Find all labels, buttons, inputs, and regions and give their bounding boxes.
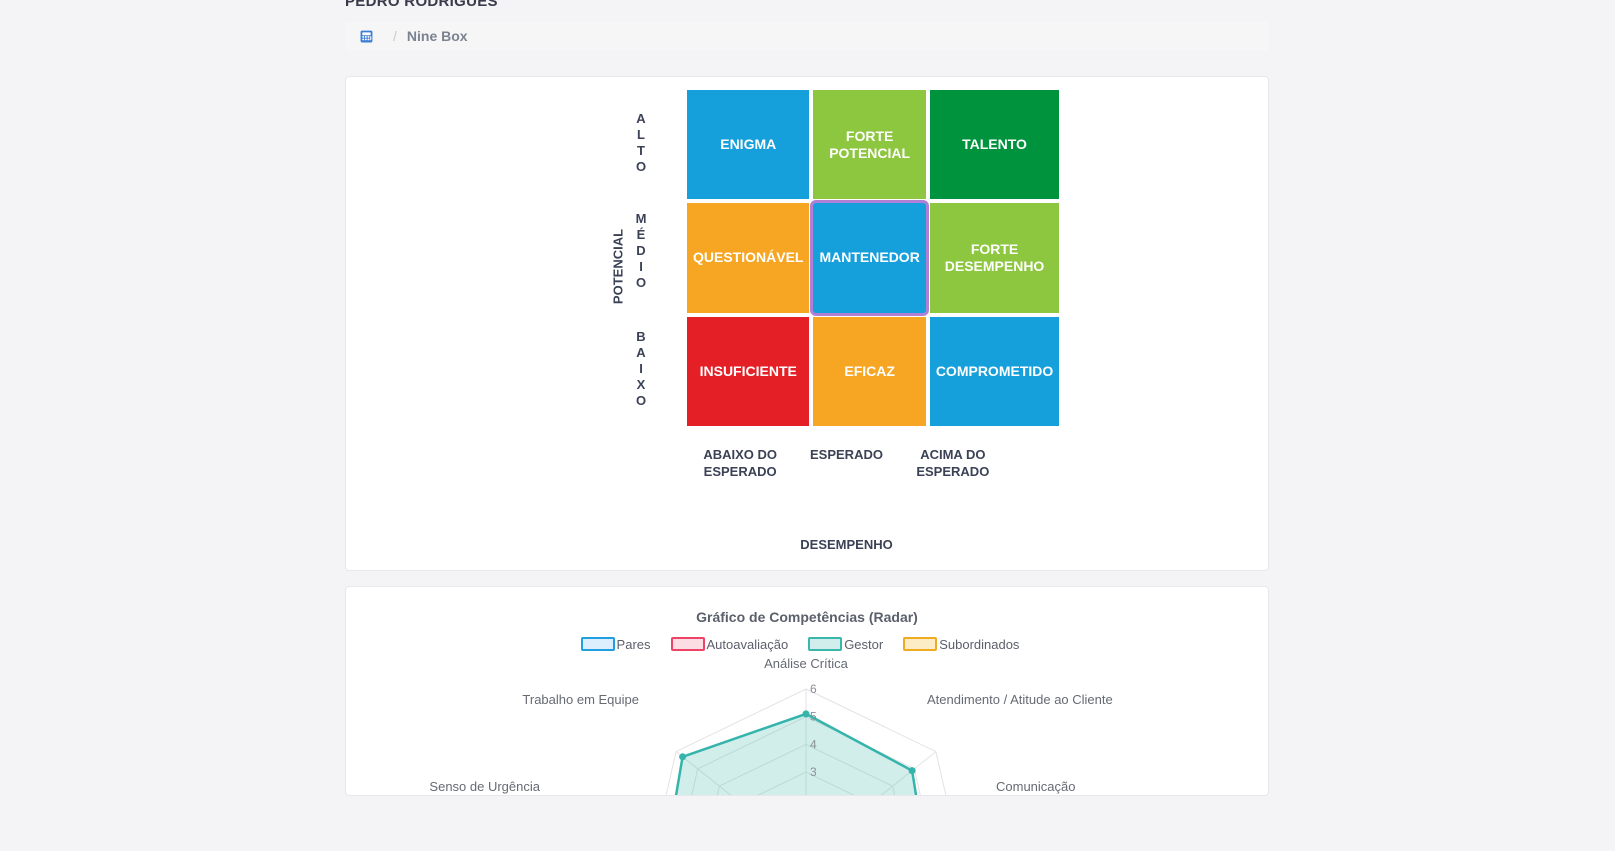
svg-text:Senso de Urgência: Senso de Urgência (429, 779, 540, 794)
svg-text:Comunicação: Comunicação (996, 779, 1076, 794)
svg-text:Trabalho em Equipe: Trabalho em Equipe (522, 692, 639, 707)
svg-text:5: 5 (810, 710, 817, 724)
svg-text:6: 6 (810, 682, 817, 696)
svg-text:2: 2 (810, 793, 817, 796)
svg-text:Análise Crítica: Análise Crítica (764, 656, 849, 671)
svg-text:3: 3 (810, 765, 817, 779)
svg-text:Atendimento / Atitude ao Clien: Atendimento / Atitude ao Cliente (927, 692, 1113, 707)
svg-text:4: 4 (810, 737, 817, 751)
